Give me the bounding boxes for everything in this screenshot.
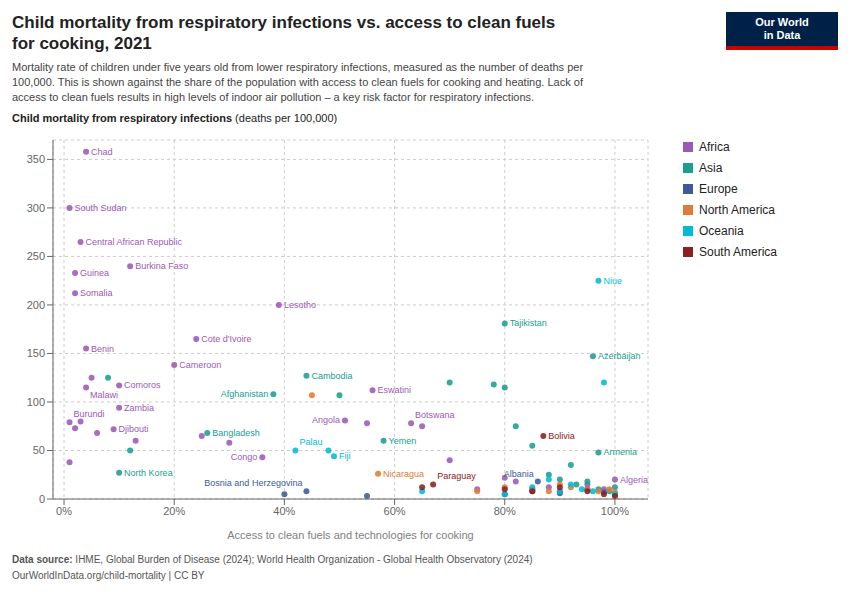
svg-text:250: 250 — [27, 250, 45, 262]
svg-text:Somalia: Somalia — [80, 288, 113, 298]
svg-text:Albania: Albania — [504, 469, 534, 479]
svg-text:Algeria: Algeria — [620, 475, 648, 485]
svg-text:Azerbaijan: Azerbaijan — [598, 351, 641, 361]
svg-text:Cote d'Ivoire: Cote d'Ivoire — [201, 334, 251, 344]
svg-text:Yemen: Yemen — [389, 436, 417, 446]
svg-text:Cameroon: Cameroon — [179, 360, 221, 370]
svg-text:Comoros: Comoros — [124, 380, 161, 390]
svg-text:Eswatini: Eswatini — [378, 385, 412, 395]
svg-text:300: 300 — [27, 202, 45, 214]
svg-text:Lesotho: Lesotho — [284, 300, 316, 310]
html-text:Child mortality from respirato: Child mortality from respiratory infecti… — [12, 13, 556, 32]
svg-text:Congo: Congo — [231, 452, 258, 462]
svg-text:Angola: Angola — [312, 415, 340, 425]
svg-text:Zambia: Zambia — [124, 403, 154, 413]
html-text:Asia: Asia — [699, 161, 723, 175]
svg-text:0%: 0% — [56, 505, 72, 517]
svg-text:Bolivia: Bolivia — [548, 431, 575, 441]
svg-text:South Sudan: South Sudan — [75, 203, 127, 213]
svg-text:Central African Republic: Central African Republic — [86, 237, 183, 247]
html-text:for cooking, 2021: for cooking, 2021 — [12, 34, 152, 53]
svg-text:100: 100 — [27, 396, 45, 408]
svg-text:40%: 40% — [273, 505, 295, 517]
html-text:Europe: Europe — [699, 182, 738, 196]
html-text:Mortality rate of children und: Mortality rate of children under five ye… — [12, 61, 583, 103]
svg-text:Guinea: Guinea — [80, 268, 109, 278]
svg-text:200: 200 — [27, 299, 45, 311]
svg-text:Access to clean fuels and tech: Access to clean fuels and technologies f… — [227, 529, 473, 541]
svg-text:60%: 60% — [384, 505, 406, 517]
svg-text:100%: 100% — [601, 505, 629, 517]
svg-text:Tajikistan: Tajikistan — [510, 318, 547, 328]
svg-text:Malawi: Malawi — [90, 390, 118, 400]
svg-text:80%: 80% — [494, 505, 516, 517]
html-text:Africa: Africa — [699, 140, 730, 154]
svg-text:North Korea: North Korea — [124, 468, 173, 478]
svg-text:50: 50 — [33, 444, 45, 456]
svg-text:Bosnia and Herzegovina: Bosnia and Herzegovina — [204, 478, 302, 488]
svg-text:Cambodia: Cambodia — [311, 371, 352, 381]
svg-text:Burundi: Burundi — [74, 409, 105, 419]
html-text:Oceania: Oceania — [699, 224, 744, 238]
svg-text:Niue: Niue — [603, 276, 622, 286]
svg-text:Benin: Benin — [91, 344, 114, 354]
html-text:South America: South America — [699, 245, 777, 259]
svg-text:20%: 20% — [163, 505, 185, 517]
svg-text:Palau: Palau — [299, 437, 322, 447]
svg-text:Armenia: Armenia — [603, 447, 637, 457]
html-text:in Data: in Data — [763, 29, 801, 41]
svg-text:0: 0 — [39, 493, 45, 505]
svg-text:Bangladesh: Bangladesh — [212, 428, 260, 438]
html-text:North America: North America — [699, 203, 775, 217]
svg-text:Burkina Faso: Burkina Faso — [135, 261, 188, 271]
html-text:Child mortality from respirato: Child mortality from respiratory infecti… — [12, 112, 338, 124]
html-text:OurWorldInData.org/child-morta: OurWorldInData.org/child-mortality | CC … — [12, 570, 205, 581]
html-text:Our World: Our World — [755, 16, 809, 28]
svg-text:Chad: Chad — [91, 147, 113, 157]
svg-text:Botswana: Botswana — [415, 410, 455, 420]
svg-text:Afghanistan: Afghanistan — [221, 389, 269, 399]
svg-text:Nicaragua: Nicaragua — [383, 469, 424, 479]
svg-text:Paraguay: Paraguay — [437, 471, 476, 481]
svg-text:350: 350 — [27, 153, 45, 165]
svg-text:Djibouti: Djibouti — [119, 424, 149, 434]
html-text:Data source: IHME, Global Burd: Data source: IHME, Global Burden of Dise… — [12, 554, 533, 565]
svg-text:150: 150 — [27, 347, 45, 359]
svg-text:Fiji: Fiji — [339, 451, 351, 461]
